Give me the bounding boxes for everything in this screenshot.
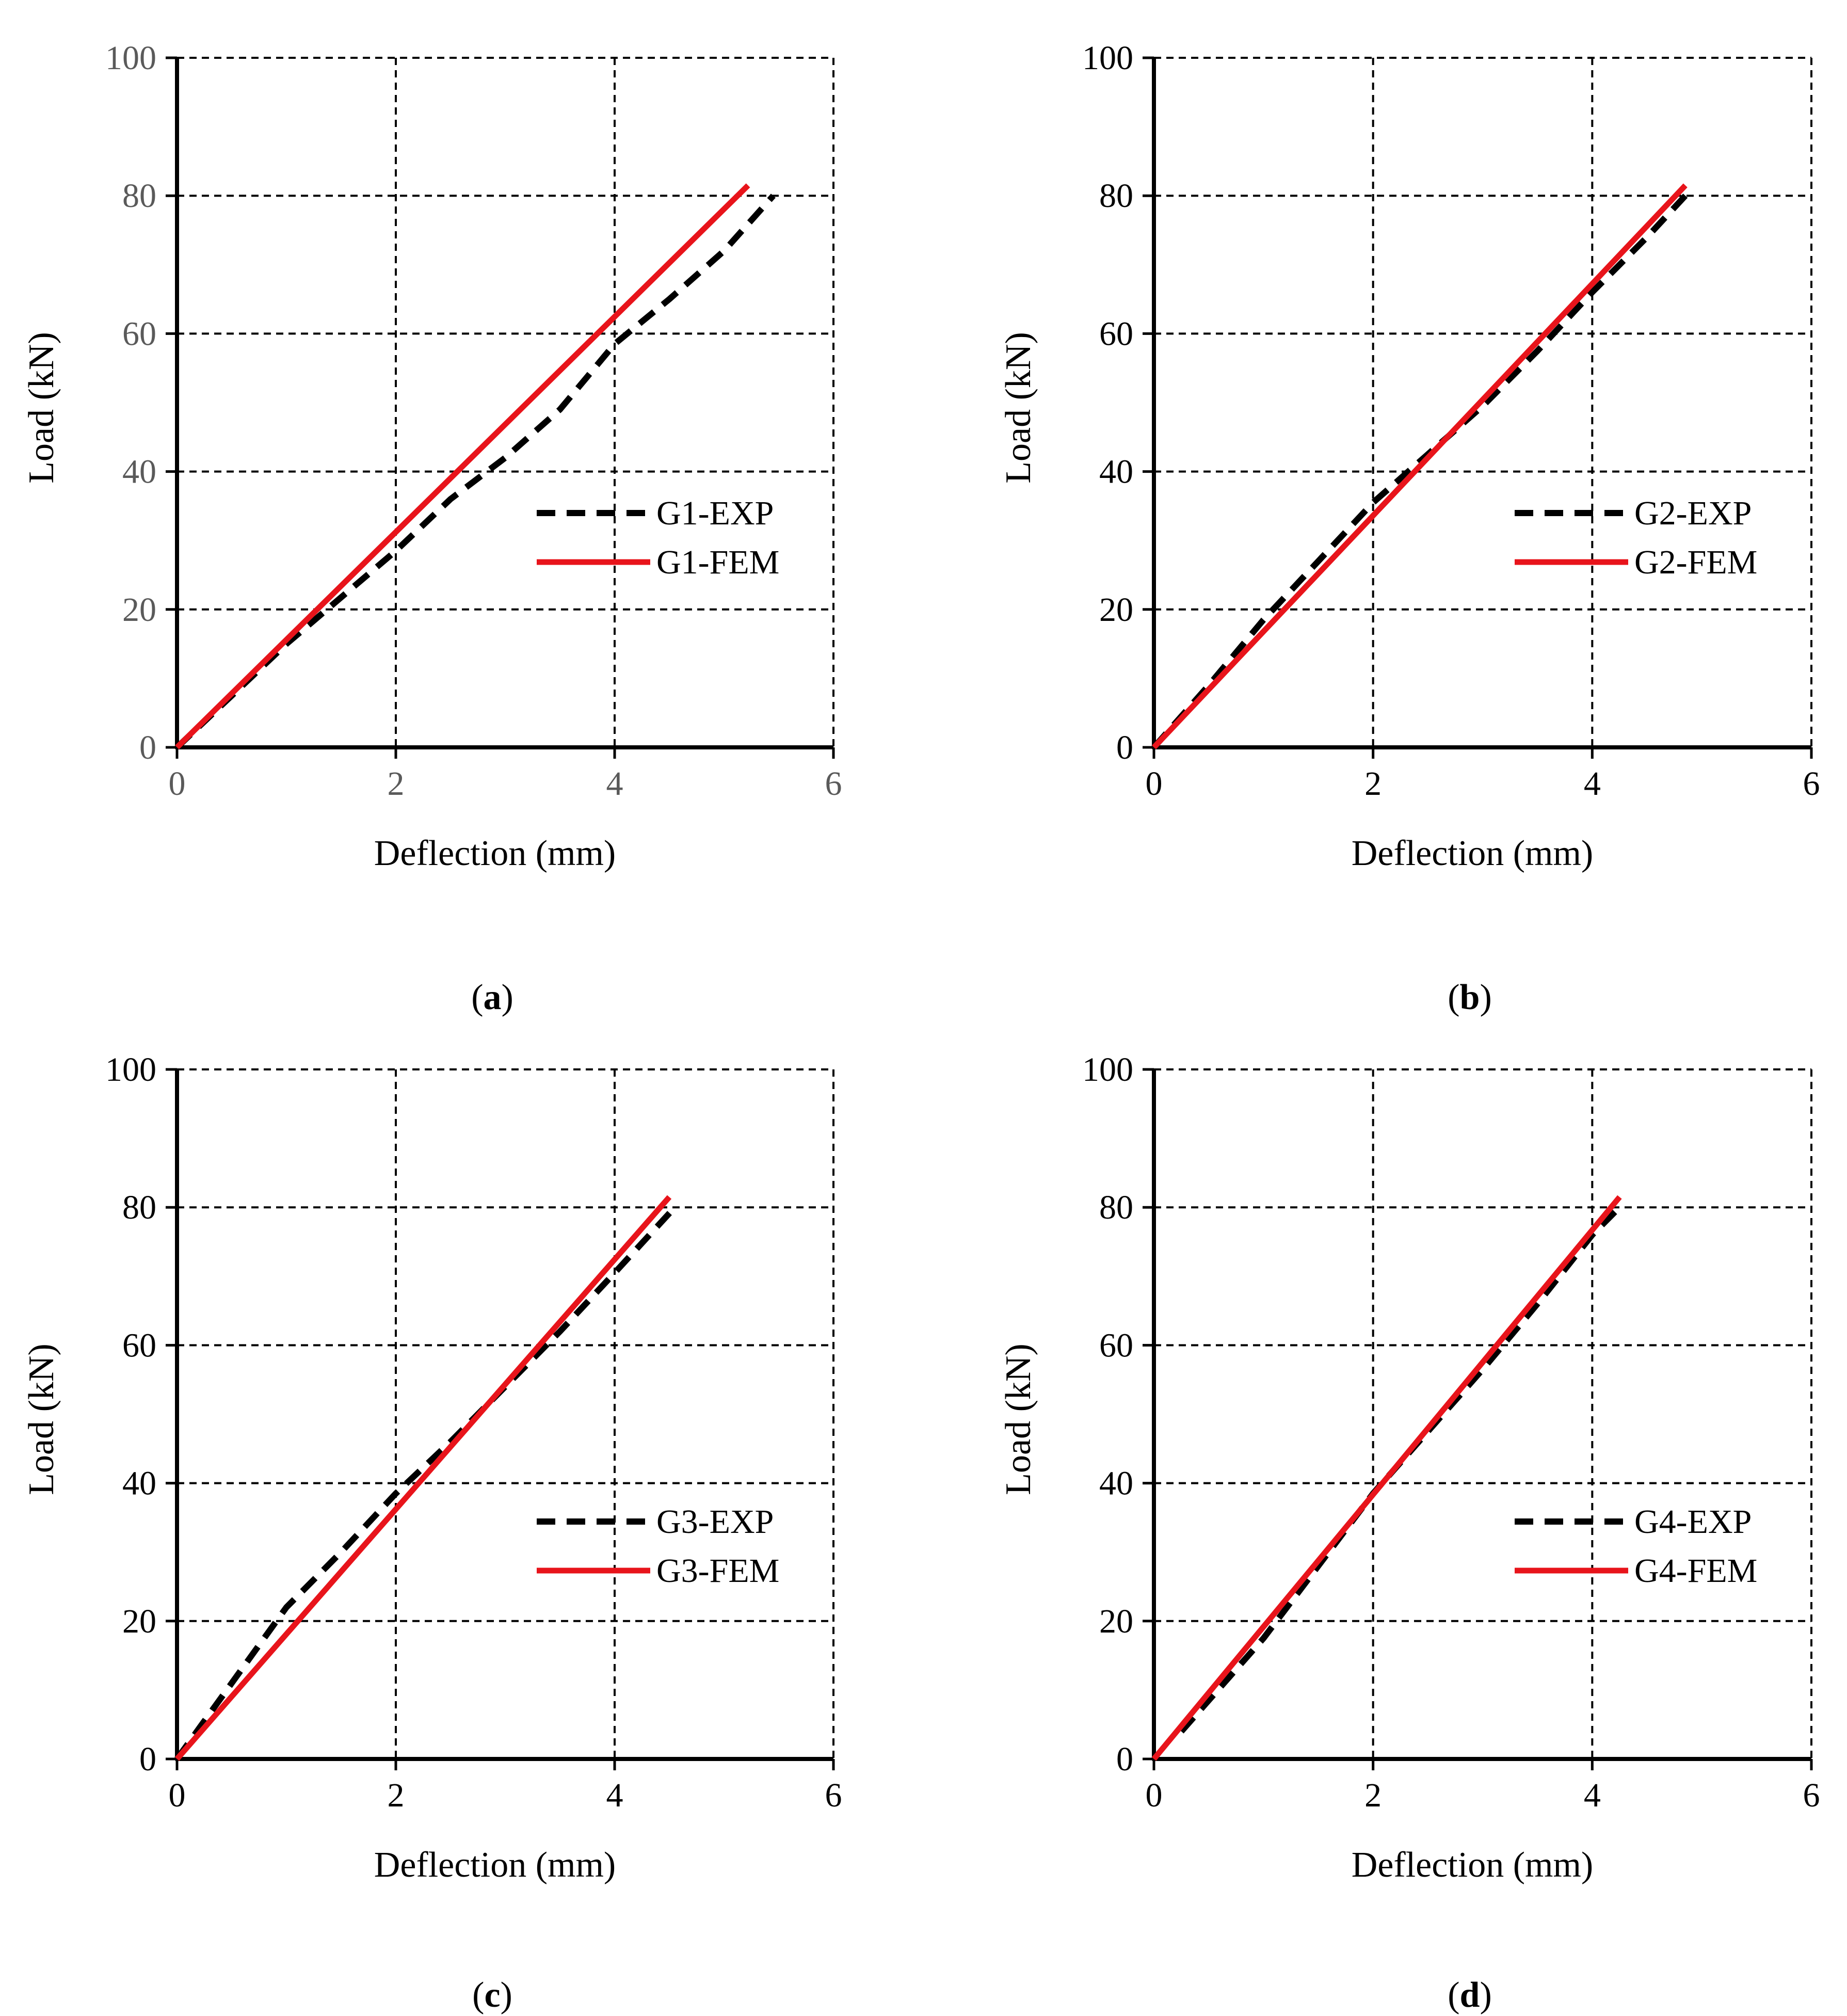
y-tick-label: 0: [139, 1740, 156, 1778]
y-tick-label: 20: [122, 591, 156, 629]
panel-label-close-paren: ): [1480, 1975, 1491, 2015]
legend-label-g1-exp: G1-EXP: [656, 494, 774, 532]
legend-label-g3-fem: G3-FEM: [656, 1552, 779, 1590]
legend-label-g2-exp: G2-EXP: [1634, 494, 1752, 532]
panel-label-letter: a: [484, 978, 502, 1017]
y-tick-label: 80: [122, 177, 156, 215]
panel-label: (c): [472, 1975, 512, 2015]
y-axis-title: Load (kN): [22, 1343, 61, 1495]
y-tick-label: 20: [1099, 1603, 1133, 1640]
series-line-g3-exp: [174, 1205, 678, 1761]
x-axis-title: Deflection (mm): [1352, 1845, 1593, 1885]
y-tick-label: 40: [122, 453, 156, 491]
y-tick-label: 40: [122, 1465, 156, 1502]
y-tick-label: 20: [122, 1603, 156, 1640]
x-tick-label: 2: [388, 1777, 405, 1814]
x-tick-label: 6: [825, 765, 842, 803]
x-tick-label: 2: [1364, 1777, 1382, 1814]
legend-label-g4-fem: G4-FEM: [1634, 1552, 1757, 1590]
x-axis-title: Deflection (mm): [1352, 834, 1593, 873]
legend: G1-EXP G1-FEM: [537, 494, 779, 581]
y-tick-label: 80: [1099, 1189, 1133, 1226]
legend-label-g1-fem: G1-FEM: [656, 543, 779, 581]
series-line-g3-fem: [174, 1195, 672, 1761]
panel-label-open-paren: (: [1448, 1975, 1459, 2015]
y-axis-title: Load (kN): [999, 332, 1038, 484]
y-tick-label: 100: [1082, 39, 1133, 77]
panel-label-open-paren: (: [1448, 978, 1459, 1017]
x-tick-label: 4: [606, 1777, 623, 1814]
series-line-g4-exp: [1179, 1202, 1626, 1734]
panel-label-letter: c: [484, 1975, 500, 2015]
x-tick-label: 0: [169, 1777, 186, 1814]
x-tick-label: 2: [388, 765, 405, 803]
panel-label-close-paren: ): [501, 1975, 512, 2015]
panel-label: (b): [1448, 978, 1492, 1017]
chart-panel-d: 0 20 40 60 80 100 0 2 4 6 Deflection (mm) Load (kN)…: [999, 1051, 1820, 2015]
x-tick-label: 6: [1803, 1777, 1820, 1814]
x-axis-title: Deflection (mm): [374, 1845, 616, 1885]
x-tick-label: 4: [606, 765, 623, 803]
x-tick-label: 4: [1584, 765, 1601, 803]
y-tick-label: 80: [122, 1189, 156, 1226]
panel-label-close-paren: ): [502, 978, 513, 1017]
chart-panel-c: 0 20 40 60 80 100 0 2 4 6 Deflection (mm) Load (kN)…: [22, 1051, 842, 2015]
x-tick-label: 0: [1146, 765, 1163, 803]
y-tick-label: 0: [1116, 1740, 1133, 1778]
y-tick-label: 40: [1099, 453, 1133, 491]
y-tick-label: 20: [1099, 591, 1133, 629]
y-tick-label: 40: [1099, 1465, 1133, 1502]
legend-label-g3-exp: G3-EXP: [656, 1503, 774, 1541]
y-tick-label: 80: [1099, 177, 1133, 215]
panel-label-letter: b: [1460, 978, 1480, 1017]
series-line-g1-fem: [175, 183, 750, 749]
x-tick-label: 2: [1364, 765, 1382, 803]
x-tick-label: 6: [825, 1777, 842, 1814]
y-tick-label: 100: [105, 1051, 156, 1089]
panel-label-open-paren: (: [471, 978, 483, 1017]
legend-label-g4-exp: G4-EXP: [1634, 1503, 1752, 1541]
series-line-g2-fem: [1152, 183, 1688, 749]
y-tick-label: 60: [1099, 1326, 1133, 1364]
panel-label-close-paren: ): [1480, 978, 1491, 1017]
x-tick-label: 0: [169, 765, 186, 803]
y-tick-label: 100: [1082, 1051, 1133, 1089]
x-axis-title: Deflection (mm): [374, 834, 616, 873]
series-line-g1-exp: [174, 194, 776, 750]
y-tick-label: 100: [105, 39, 156, 77]
y-tick-label: 0: [139, 729, 156, 766]
chart-panel-a: 0 20 40 60 80 100 0 2 4 6 Deflection (mm) Load (kN)…: [22, 39, 842, 1017]
y-tick-label: 60: [122, 1326, 156, 1364]
panel-label-letter: d: [1460, 1975, 1480, 2015]
legend-label-g2-fem: G2-FEM: [1634, 543, 1757, 581]
legend: G3-EXP G3-FEM: [537, 1503, 779, 1590]
y-tick-label: 60: [122, 315, 156, 353]
panel-label: (a): [471, 978, 513, 1017]
y-axis-title: Load (kN): [999, 1343, 1038, 1495]
panel-label: (d): [1448, 1975, 1492, 2015]
legend: G4-EXP G4-FEM: [1515, 1503, 1757, 1590]
x-tick-label: 6: [1803, 765, 1820, 803]
series-line-g4-fem: [1151, 1195, 1622, 1761]
legend: G2-EXP G2-FEM: [1515, 494, 1757, 581]
y-tick-label: 60: [1099, 315, 1133, 353]
x-tick-label: 0: [1146, 1777, 1163, 1814]
y-axis-title: Load (kN): [22, 332, 61, 484]
y-tick-label: 0: [1116, 729, 1133, 766]
x-tick-label: 4: [1584, 1777, 1601, 1814]
panel-label-open-paren: (: [472, 1975, 484, 2015]
chart-panel-b: 0 20 40 60 80 100 0 2 4 6 Deflection (mm) Load (kN)…: [999, 39, 1820, 1017]
